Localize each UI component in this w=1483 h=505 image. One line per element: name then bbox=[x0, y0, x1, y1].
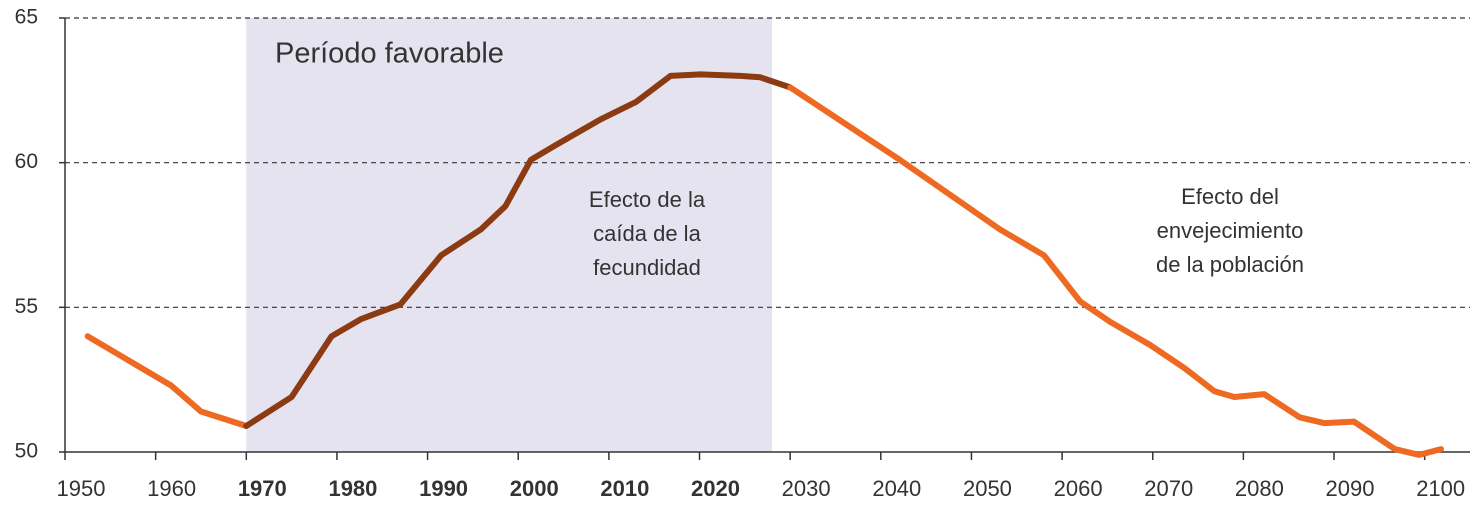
x-tick-label: 1990 bbox=[419, 476, 468, 501]
x-tick-label: 2030 bbox=[782, 476, 831, 501]
y-tick-label: 65 bbox=[15, 6, 38, 29]
annotation: Período favorable bbox=[275, 38, 504, 70]
x-tick-label: 1960 bbox=[147, 476, 196, 501]
y-tick-label: 50 bbox=[15, 440, 38, 463]
x-tick-label: 1950 bbox=[57, 476, 106, 501]
y-tick-label: 60 bbox=[15, 150, 38, 173]
x-tick-label: 1970 bbox=[238, 476, 287, 501]
x-tick-label: 2090 bbox=[1326, 476, 1375, 501]
line-series bbox=[787, 84, 1444, 458]
x-tick-label: 2040 bbox=[872, 476, 921, 501]
x-tick-label: 2100 bbox=[1416, 476, 1465, 501]
annotation: fecundidad bbox=[593, 255, 701, 280]
line-series bbox=[243, 71, 794, 429]
annotation: Efecto de la bbox=[589, 187, 706, 212]
annotation: de la población bbox=[1156, 252, 1304, 277]
line-series bbox=[84, 333, 250, 429]
x-tick-label: 2050 bbox=[963, 476, 1012, 501]
x-tick-label: 2020 bbox=[691, 476, 740, 501]
x-tick-label: 2070 bbox=[1144, 476, 1193, 501]
annotation: caída de la bbox=[593, 221, 701, 246]
shaded-period bbox=[246, 18, 773, 452]
annotation: Efecto del bbox=[1181, 184, 1279, 209]
x-tick-label: 2000 bbox=[510, 476, 559, 501]
y-tick-label: 55 bbox=[15, 295, 38, 318]
x-tick-label: 2010 bbox=[600, 476, 649, 501]
annotation: envejecimiento bbox=[1157, 218, 1304, 243]
x-tick-label: 2060 bbox=[1054, 476, 1103, 501]
x-tick-label: 2080 bbox=[1235, 476, 1284, 501]
x-tick-label: 1980 bbox=[328, 476, 377, 501]
